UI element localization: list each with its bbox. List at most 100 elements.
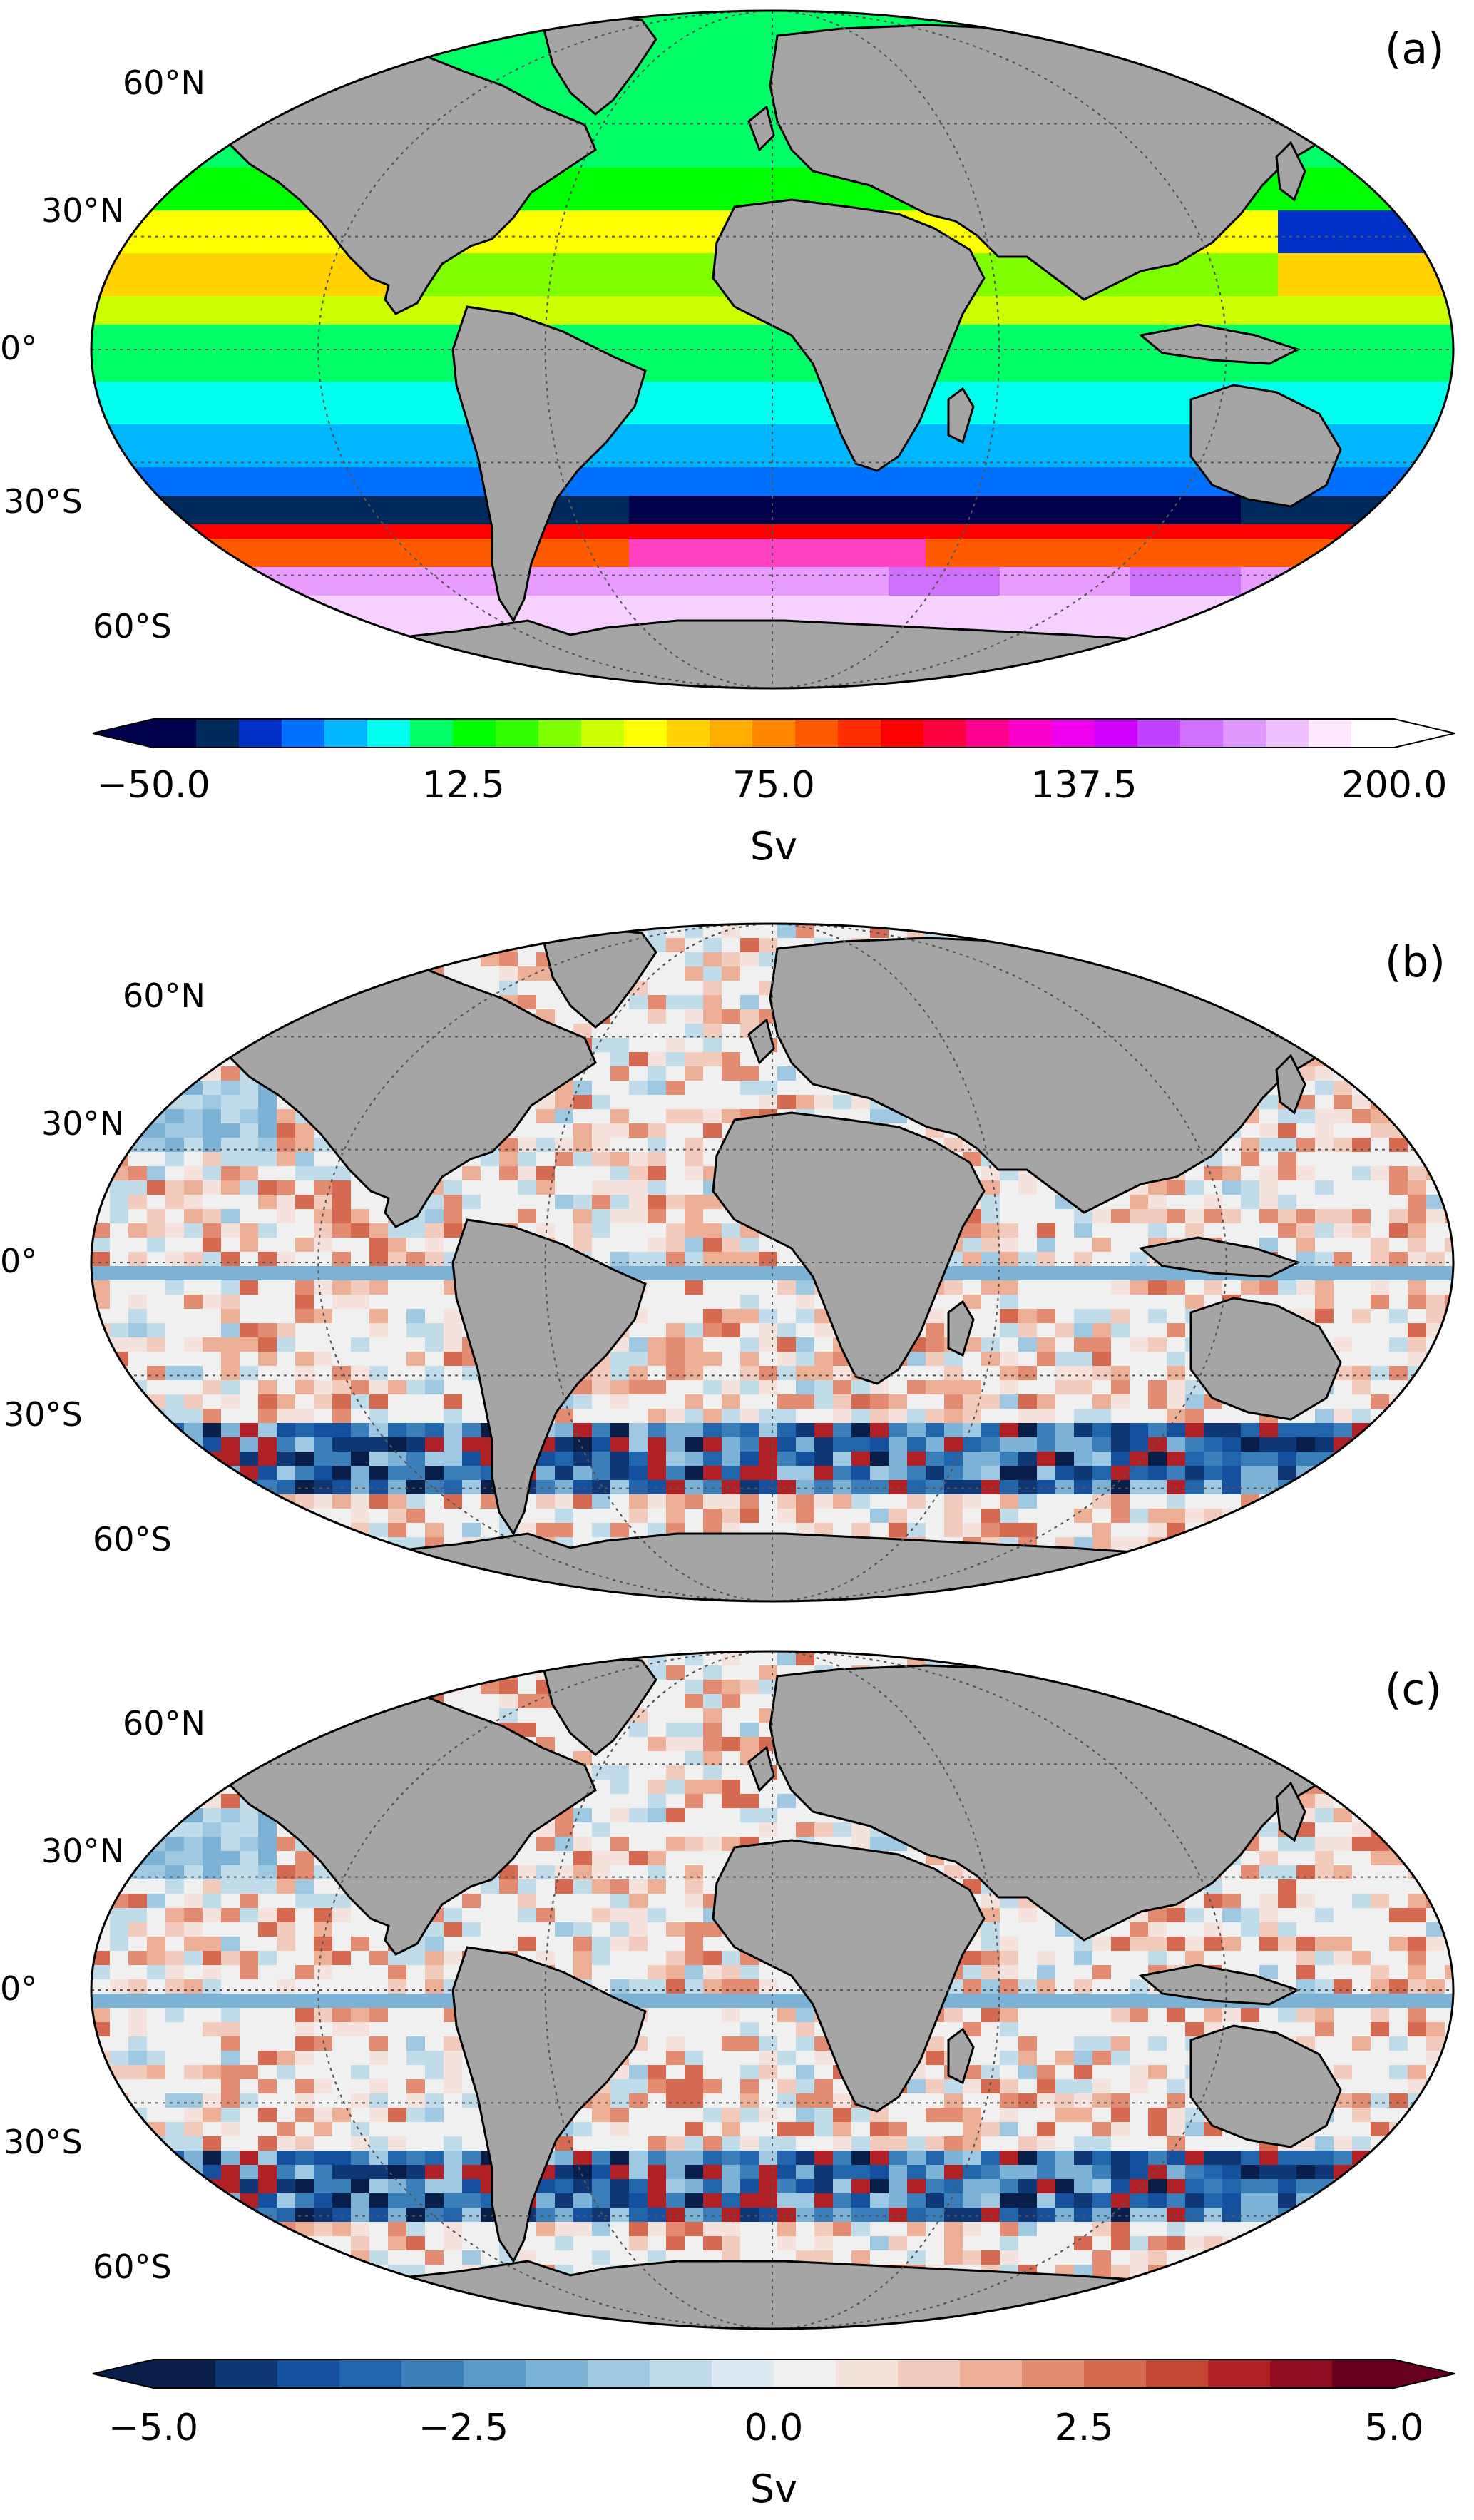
- cb-swatch: [838, 719, 881, 748]
- cb-swatch: [1180, 719, 1224, 748]
- land-africa: [712, 1839, 986, 2113]
- cb-top-tick-4: 200.0: [1341, 764, 1448, 807]
- cb-extend-low: [93, 2360, 153, 2388]
- land-uk: [747, 1745, 775, 1792]
- ocean-field: [91, 11, 1453, 688]
- cb-swatch: [898, 2360, 961, 2388]
- cb-swatch: [526, 2360, 588, 2388]
- cb-swatch: [453, 719, 496, 748]
- land-indonesia: [1138, 323, 1301, 365]
- lat-label-30n-b: 30°N: [41, 1104, 124, 1143]
- cb-swatch: [1022, 2360, 1085, 2388]
- colorbar-difference: [92, 2359, 1455, 2389]
- cb-swatch: [1208, 2360, 1271, 2388]
- cb-swatch: [1052, 719, 1095, 748]
- cb-swatch: [1095, 719, 1138, 748]
- lat-label-30s-a: 30°S: [4, 482, 83, 521]
- lat-label-30s-c: 30°S: [4, 2123, 83, 2161]
- cb-swatch: [1146, 2360, 1209, 2388]
- cb-bot-unit: Sv: [749, 2467, 798, 2511]
- cb-swatch: [153, 2360, 216, 2388]
- ocean-field: [91, 1651, 1453, 2329]
- cb-swatch: [710, 719, 753, 748]
- cb-top-tick-3: 137.5: [1030, 764, 1137, 807]
- lat-label-60s-b: 60°S: [93, 1520, 172, 1559]
- lat-label-eq-c: 0°: [0, 1969, 38, 2008]
- cb-swatch: [881, 719, 924, 748]
- cb-swatch: [277, 2360, 340, 2388]
- cb-bot-tick-1: −2.5: [418, 2407, 509, 2449]
- graticule: [91, 11, 1453, 688]
- cb-outline: [92, 2359, 1455, 2389]
- cb-top-tick-0: −50.0: [96, 764, 210, 807]
- lat-label-eq-a: 0°: [0, 329, 38, 367]
- cb-top-unit: Sv: [749, 824, 798, 869]
- cb-swatch: [966, 719, 1010, 748]
- cb-swatch: [339, 2360, 402, 2388]
- ocean-field: [91, 924, 1453, 1601]
- cb-swatch: [538, 719, 582, 748]
- cb-swatch: [410, 719, 454, 748]
- cb-swatch: [1266, 719, 1309, 748]
- land-japan: [1275, 141, 1306, 202]
- cb-swatch: [1137, 719, 1181, 748]
- cb-swatch: [624, 719, 667, 748]
- lat-label-60s-c: 60°S: [93, 2248, 172, 2286]
- cb-swatch: [1351, 719, 1395, 748]
- land-africa: [712, 198, 986, 472]
- land-antarctica: [275, 619, 1324, 688]
- cb-swatch: [282, 719, 325, 748]
- lat-label-30s-b: 30°S: [4, 1395, 83, 1434]
- lat-label-30n-a: 30°N: [41, 191, 124, 230]
- cb-swatch: [1332, 2360, 1395, 2388]
- panel-label-b: (b): [1385, 937, 1445, 987]
- lat-label-30n-c: 30°N: [41, 1832, 124, 1870]
- land-uk: [747, 1018, 775, 1065]
- cb-swatch: [401, 2360, 464, 2388]
- cb-bot-tick-4: 5.0: [1364, 2407, 1424, 2449]
- cb-extend-high: [1394, 2360, 1455, 2388]
- lat-label-60n-b: 60°N: [123, 976, 205, 1015]
- cb-swatch: [196, 719, 240, 748]
- cb-swatch: [588, 2360, 650, 2388]
- land-africa: [712, 1111, 986, 1385]
- cb-swatch: [923, 719, 967, 748]
- cb-swatch: [650, 2360, 712, 2388]
- lat-label-60n-a: 60°N: [123, 63, 205, 102]
- cb-swatch: [836, 2360, 899, 2388]
- cb-extend-high: [1394, 719, 1455, 748]
- cb-top-tick-2: 75.0: [732, 764, 815, 807]
- colorbar-total: [92, 718, 1455, 748]
- land-japan: [1275, 1781, 1306, 1842]
- lat-label-60n-c: 60°N: [123, 1704, 205, 1743]
- land-southAmerica: [451, 1218, 647, 1536]
- land-madagascar: [947, 2027, 975, 2085]
- cb-swatch: [1309, 719, 1352, 748]
- cb-bot-tick-2: 0.0: [744, 2407, 804, 2449]
- cb-swatch: [464, 2360, 526, 2388]
- map-panel-a: [90, 9, 1455, 690]
- lat-label-eq-b: 0°: [0, 1242, 38, 1280]
- land-indonesia: [1138, 1236, 1301, 1278]
- land-uk: [747, 105, 775, 152]
- land-antarctica: [275, 1532, 1324, 1601]
- cb-bot-tick-0: −5.0: [108, 2407, 199, 2449]
- cb-top-tick-1: 12.5: [422, 764, 505, 807]
- cb-bot-tick-3: 2.5: [1054, 2407, 1114, 2449]
- cb-swatch: [215, 2360, 278, 2388]
- panel-label-a: (a): [1385, 24, 1445, 74]
- cb-swatch: [367, 719, 411, 748]
- graticule: [91, 924, 1453, 1601]
- land-australia: [1189, 384, 1342, 508]
- cb-swatch: [324, 719, 368, 748]
- cb-swatch: [153, 719, 197, 748]
- cb-extend-low: [93, 719, 153, 748]
- map-outline: [90, 9, 1455, 690]
- cb-swatch: [581, 719, 625, 748]
- land-australia: [1189, 2024, 1342, 2148]
- panel-label-c: (c): [1385, 1665, 1442, 1715]
- land-japan: [1275, 1054, 1306, 1115]
- graticule: [91, 1651, 1453, 2329]
- map-panel-c: [90, 1650, 1455, 2330]
- map-outline: [90, 1650, 1455, 2330]
